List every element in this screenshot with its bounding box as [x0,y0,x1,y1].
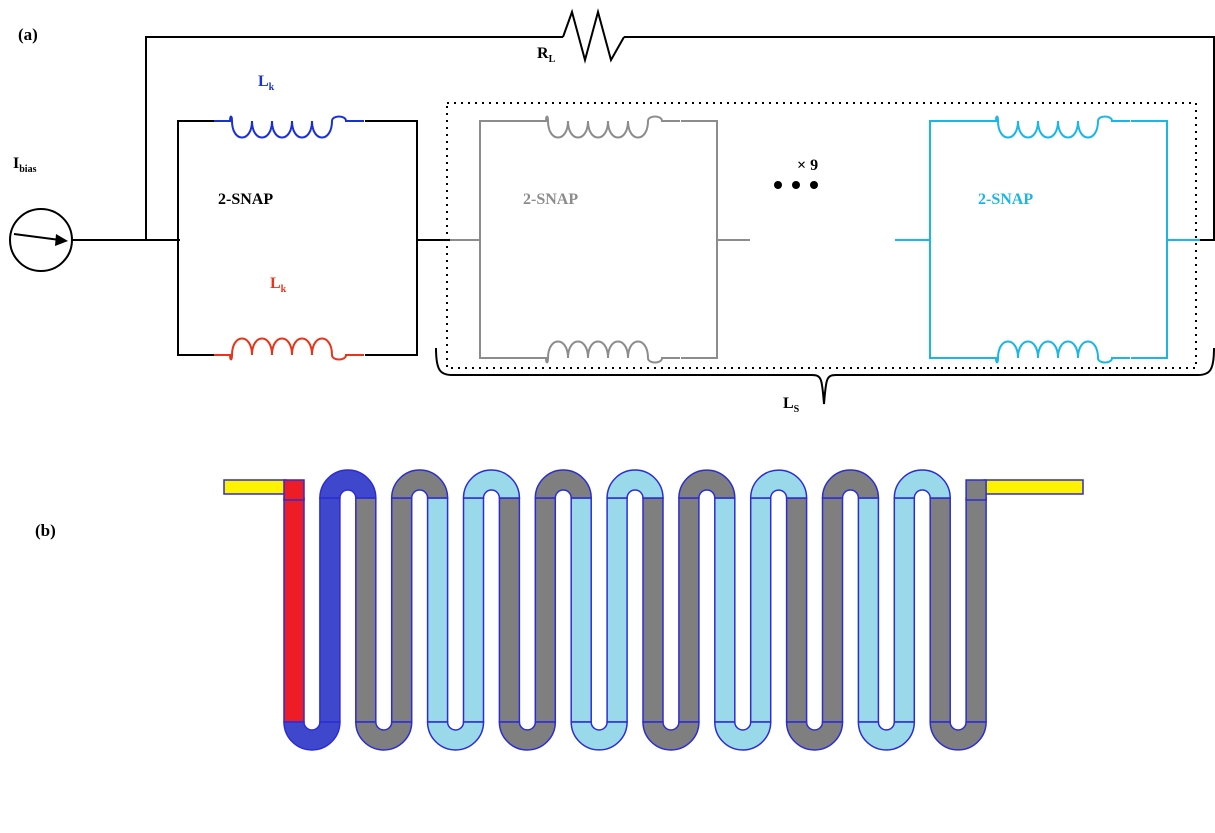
meander-turn [785,721,844,751]
meander-turn [857,721,916,751]
ls-label: LS [783,395,800,415]
meander-turn [642,721,700,751]
meander-leg [785,497,808,723]
meander-turn [606,469,664,499]
ibias-label: Ibias [13,155,37,175]
meander-leg [857,497,880,723]
arrow-head-icon [55,234,68,246]
rl-label: RL [537,45,556,65]
meander-turn [929,721,987,751]
meander-turn [498,721,557,751]
meander-turn [570,721,628,751]
inductor-cyan-top [979,115,1131,139]
snap-label-2: 2-SNAP [523,191,578,208]
meander-turn [821,469,880,499]
meander-turn [283,721,341,751]
meander-leg [929,497,951,723]
meander-leg [714,497,736,723]
meander-turn [678,469,736,499]
meander-leg [965,497,987,723]
meander-leg [355,497,377,723]
meander-leg [283,497,305,723]
meander-turn [714,721,772,751]
meander-leg [498,497,521,723]
meander-leg [606,497,628,723]
lead-right [983,479,1084,495]
meander-turn [319,469,377,499]
meander-turn [426,721,485,751]
meander-leg-top [283,479,305,501]
snap-unit-3 [895,115,1200,364]
meander-leg [570,497,592,723]
meander-leg [319,497,341,723]
inductor-gray-bottom [529,340,681,364]
rl-wire [145,8,1215,240]
meander-leg [642,497,664,723]
snap-label-1: 2-SNAP [218,191,273,208]
lead-left [223,479,287,495]
meander-turn [749,469,808,499]
meander-turn [462,469,521,499]
meander-turn [893,469,951,499]
meander-leg [534,497,557,723]
panel-a-label: (a) [18,25,38,44]
inductor-cyan-bottom [979,340,1131,364]
meander-leg [426,497,449,723]
inductor-gray-top [529,115,681,139]
meander-turn [390,469,449,499]
snap-unit-2 [450,115,750,364]
meander-leg [390,497,413,723]
repeat-label: × 9 [797,157,818,174]
meander-leg-top [965,479,987,501]
meander-turn [355,721,413,751]
inductor-lk-red [213,337,365,361]
meander-leg [821,497,844,723]
inductor-lk-blue [213,115,365,139]
meander-leg [893,497,916,723]
lk-label-blue: Lk [258,73,275,93]
panel-b-label: (b) [35,521,56,540]
snap-unit-1 [177,115,450,361]
ellipsis-icon [774,181,818,189]
lk-label-red: Lk [270,275,287,295]
dotted-group-box [446,102,1197,369]
meander-leg [678,497,700,723]
current-source-ibias [9,208,180,272]
meander-nanowire [223,469,1084,751]
meander-turn [534,469,592,499]
brace-ls [435,347,1215,405]
meander-leg [462,497,485,723]
meander-leg [749,497,772,723]
resistor-rl [562,8,625,64]
snap-label-3: 2-SNAP [978,191,1033,208]
